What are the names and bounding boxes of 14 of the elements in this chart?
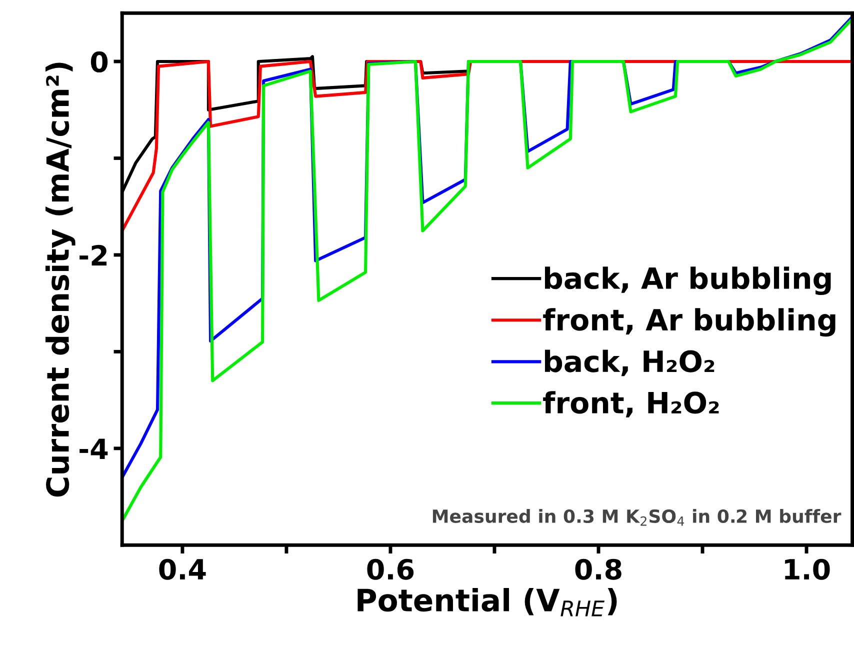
annotation: Measured in 0.3 M K$_{2}$SO$_{4}$ in 0.2 M buffer xyxy=(432,509,842,526)
y-tick-label: -4 xyxy=(80,438,108,459)
legend-label: back, Ar bubbling xyxy=(544,266,831,296)
x-axis-title: Potential (V$_{RHE}$) xyxy=(358,588,617,616)
x-tick-label: 0.6 xyxy=(367,558,414,580)
legend-label: back, H₂O₂ xyxy=(544,350,714,376)
y-tick-label: -2 xyxy=(80,244,107,266)
y-axis-title: Current density (mA/cm²) xyxy=(45,62,76,497)
legend-label: front, H₂O₂ xyxy=(543,391,719,418)
y-tick-label: 0 xyxy=(90,51,108,72)
legend-label: front, Ar bubbling xyxy=(543,308,836,337)
x-tick-label: 1.0 xyxy=(785,558,830,580)
x-tick-label: 0.8 xyxy=(575,558,622,580)
x-tick-label: 0.4 xyxy=(159,558,206,580)
